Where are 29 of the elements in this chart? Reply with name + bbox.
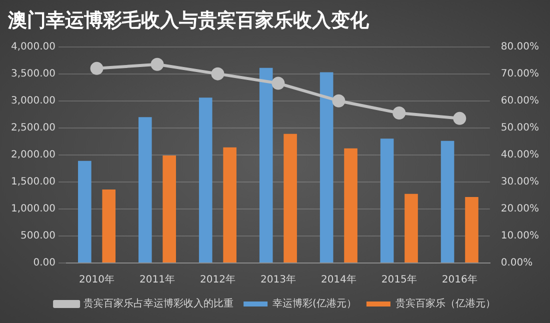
legend-label: 幸运博彩(亿港元）: [272, 298, 356, 310]
x-tick-label: 2012年: [200, 274, 236, 286]
legend-label: 贵宾百家乐占幸运博彩收入的比重: [84, 298, 234, 310]
y-tick-label: 500.00: [20, 230, 56, 242]
y-tick-label: 1,000.00: [11, 204, 56, 215]
chart-title: 澳门幸运博彩毛收入与贵宾百家乐收入变化: [7, 9, 370, 32]
y2-tick-label: 70.00%: [500, 68, 540, 80]
y2-tick-label: 80.00%: [500, 41, 540, 52]
x-tick-label: 2011年: [140, 274, 175, 286]
legend-label: 贵宾百家乐（亿港元）: [395, 298, 496, 310]
y2-tick-label: 60.00%: [500, 95, 540, 106]
y2-tick-label: 0.00%: [500, 258, 533, 269]
y-tick-label: 2,500.00: [11, 122, 56, 134]
y2-tick-label: 50.00%: [500, 122, 540, 134]
y-tick-label: 1,500.00: [11, 176, 56, 188]
x-tick-label: 2010年: [79, 274, 114, 286]
x-tick-label: 2015年: [381, 274, 417, 286]
x-tick-label: 2016年: [442, 274, 478, 286]
y2-tick-label: 20.00%: [500, 204, 540, 215]
x-tick-label: 2013年: [260, 274, 296, 286]
y-tick-label: 0.00: [33, 258, 56, 269]
y2-tick-label: 30.00%: [500, 176, 540, 188]
x-tick-label: 2014年: [320, 274, 356, 286]
y2-tick-label: 10.00%: [500, 230, 540, 242]
y-tick-label: 4,000.00: [11, 41, 56, 52]
y2-tick-label: 40.00%: [500, 149, 540, 160]
y-tick-label: 2,000.00: [11, 149, 56, 160]
y-tick-label: 3,500.00: [11, 68, 56, 80]
y-tick-label: 3,000.00: [11, 95, 56, 106]
